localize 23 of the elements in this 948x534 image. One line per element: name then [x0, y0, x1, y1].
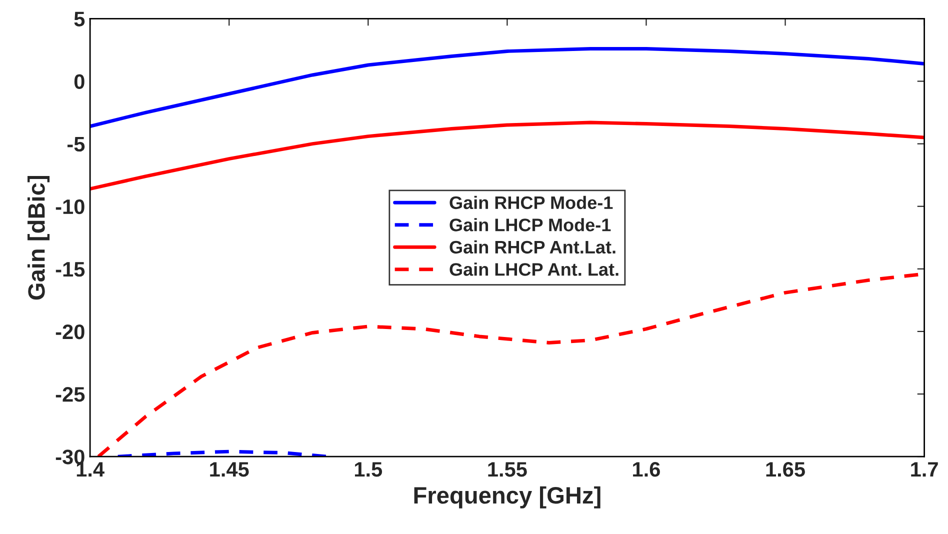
y-axis-title: Gain [dBic] [28, 176, 50, 300]
y-tick-label: -30 [56, 450, 84, 464]
y-tick-label: 0 [74, 74, 84, 89]
x-tick-label: 1.45 [210, 462, 249, 477]
x-tick-label: 1.55 [488, 462, 527, 477]
y-tick-label: -5 [67, 137, 85, 152]
legend-label: Gain RHCP Mode-1 [450, 196, 613, 210]
x-tick-label: 1.4 [76, 462, 104, 477]
y-tick-label: -10 [56, 199, 84, 214]
x-tick-label: 1.7 [911, 462, 938, 477]
legend-label: Gain LHCP Ant. Lat. [450, 262, 618, 276]
y-tick-label: 5 [74, 12, 85, 26]
line-series [90, 120, 924, 191]
y-tick-label: -20 [56, 324, 84, 340]
line-series [90, 46, 924, 128]
x-tick-label: 1.6 [633, 462, 660, 477]
y-tick-label: -15 [56, 262, 85, 277]
y-tick-label: -25 [56, 387, 85, 402]
x-tick-label: 1.5 [354, 462, 382, 477]
legend-label: Gain LHCP Mode-1 [450, 218, 611, 232]
x-axis-title: Frequency [GHz] [414, 486, 600, 508]
x-tick-label: 1.65 [766, 462, 805, 477]
legend-label: Gain RHCP Ant.Lat. [450, 240, 616, 254]
